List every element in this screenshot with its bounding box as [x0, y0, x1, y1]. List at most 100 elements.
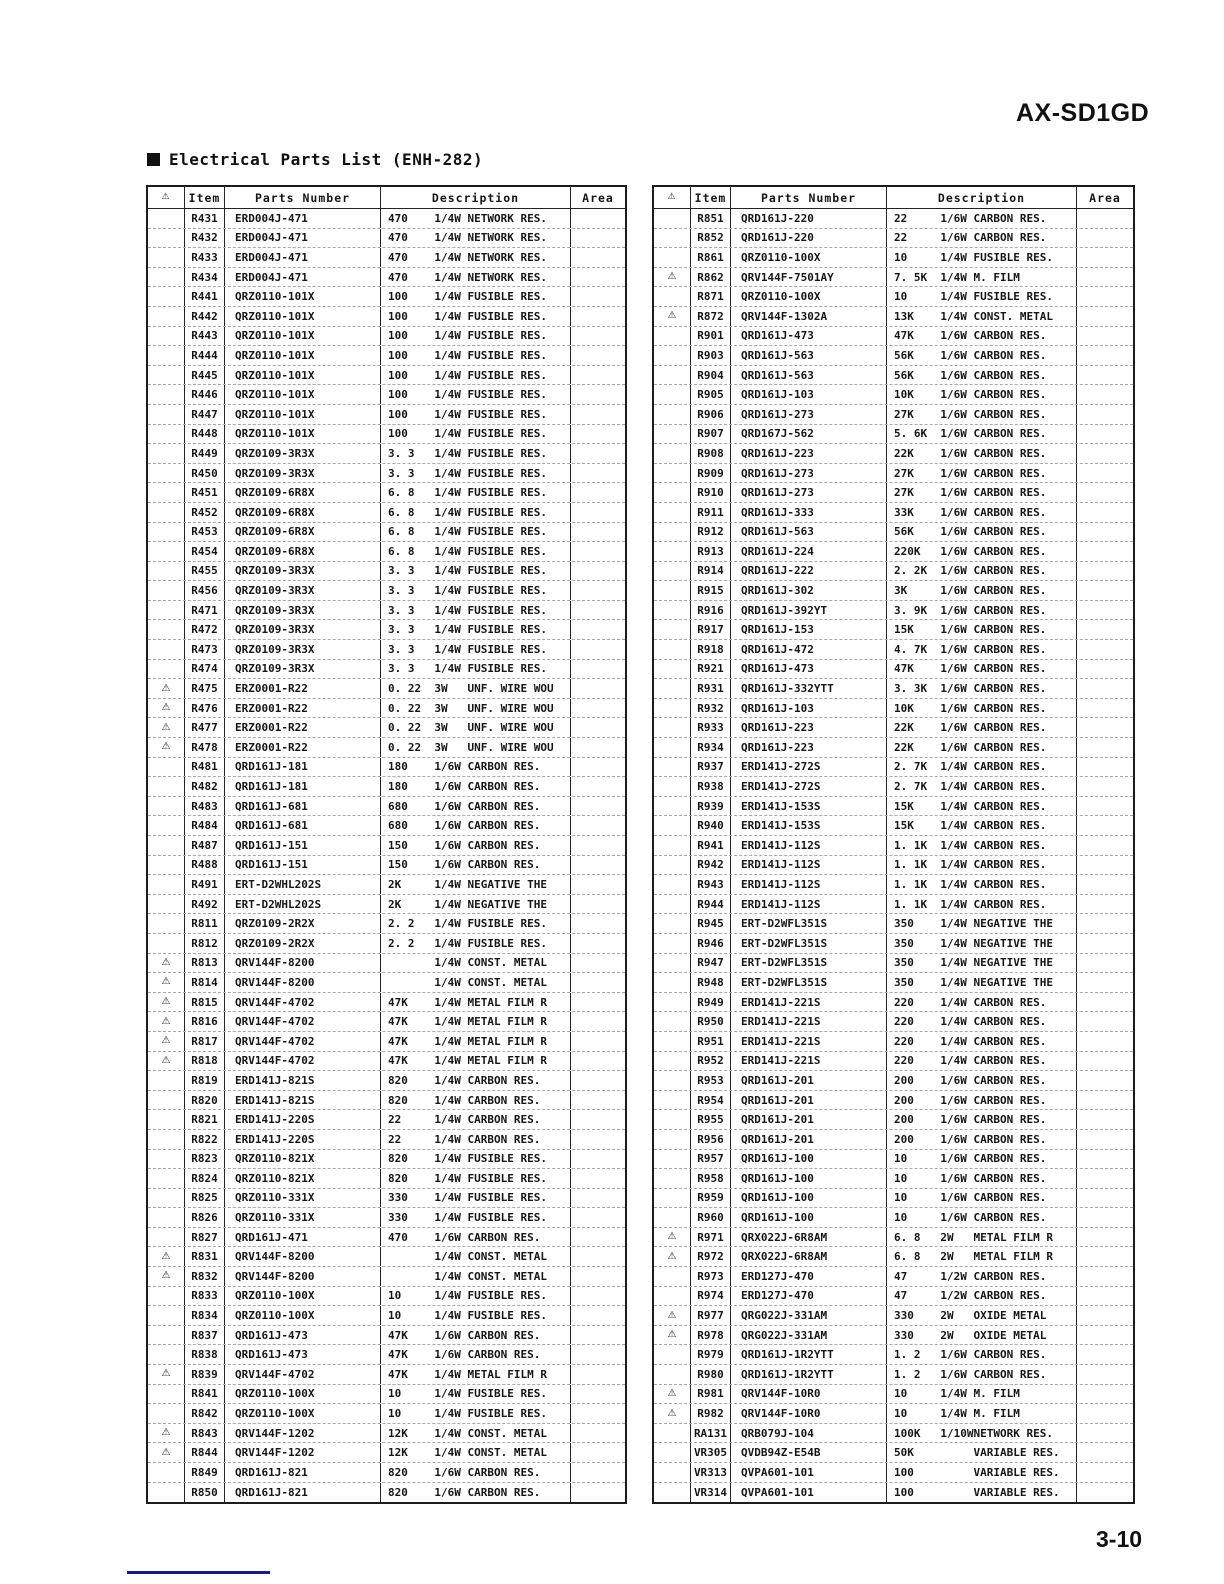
area-cell	[571, 229, 625, 248]
parts-number-header-cell: Parts Number	[225, 187, 381, 208]
item-cell: R451	[185, 483, 225, 502]
parts-number-cell: QRZ0110-100X	[225, 1384, 381, 1404]
item-cell: R941	[691, 836, 731, 855]
parts-number-cell: QRD161J-563	[731, 346, 887, 365]
area-cell	[571, 503, 625, 522]
description-cell: 3. 3 1/4W FUSIBLE RES.	[381, 463, 571, 483]
item-cell: R825	[185, 1188, 225, 1208]
parts-number-cell: QRV144F-4702	[225, 1365, 381, 1384]
description-cell: 3. 3K 1/6W CARBON RES.	[887, 679, 1077, 698]
description-cell: 180 1/6W CARBON RES.	[381, 757, 571, 777]
area-cell	[571, 601, 625, 620]
description-cell: 220K 1/6W CARBON RES.	[887, 542, 1077, 561]
warn-cell	[654, 933, 691, 953]
area-cell	[571, 1130, 625, 1149]
item-cell: R938	[691, 777, 731, 796]
table-row: R833 QRZ0110-100X 10 1/4W FUSIBLE RES.	[148, 1286, 625, 1307]
item-cell: R488	[185, 855, 225, 875]
description-cell: 820 1/6W CARBON RES.	[381, 1482, 571, 1503]
item-cell: R492	[185, 894, 225, 914]
warn-cell	[654, 757, 691, 777]
area-cell	[571, 307, 625, 326]
item-cell: R933	[691, 718, 731, 738]
description-cell: 220 1/4W CARBON RES.	[887, 1031, 1077, 1051]
warn-cell	[148, 777, 185, 796]
warn-cell	[654, 698, 691, 718]
table-row: R907 QRD167J-562 5. 6K 1/6W CARBON RES.	[654, 424, 1133, 445]
item-cell: R446	[185, 385, 225, 404]
description-cell: 22K 1/6W CARBON RES.	[887, 738, 1077, 757]
item-cell: R861	[691, 248, 731, 267]
description-cell: 350 1/4W NEGATIVE THE	[887, 914, 1077, 933]
description-cell: 100 VARIABLE RES.	[887, 1463, 1077, 1482]
table-row: ⚠ R818 QRV144F-4702 47K 1/4W METAL FILM R	[148, 1051, 625, 1072]
description-cell: 6. 8 1/4W FUSIBLE RES.	[381, 522, 571, 542]
table-header-row: ⚠ Item Parts Number Description Area	[654, 187, 1133, 209]
warn-cell	[654, 287, 691, 306]
warn-header-cell: ⚠	[148, 187, 185, 208]
parts-number-cell: QRZ0109-3R3X	[225, 463, 381, 483]
parts-number-cell: ERT-D2WHL202S	[225, 875, 381, 894]
table-row: R446 QRZ0110-101X 100 1/4W FUSIBLE RES.	[148, 385, 625, 405]
item-cell: R942	[691, 855, 731, 875]
warn-cell	[654, 1071, 691, 1090]
parts-number-cell: QRZ0110-100X	[225, 1286, 381, 1306]
table-row: R861 QRZ0110-100X 10 1/4W FUSIBLE RES.	[654, 248, 1133, 268]
item-cell: R972	[691, 1247, 731, 1267]
parts-number-cell: QRD161J-302	[731, 581, 887, 600]
area-cell	[1077, 738, 1133, 757]
area-cell	[571, 738, 625, 757]
area-cell	[1077, 1424, 1133, 1443]
area-cell	[571, 425, 625, 444]
parts-number-cell: ERD004J-471	[225, 248, 381, 267]
item-cell: R815	[185, 992, 225, 1012]
item-cell: R937	[691, 757, 731, 777]
description-cell: 0. 22 3W UNF. WIRE WOU	[381, 738, 571, 757]
description-cell: 47K 1/6W CARBON RES.	[381, 1345, 571, 1365]
item-cell: R977	[691, 1306, 731, 1325]
parts-number-cell: QRZ0110-101X	[225, 424, 381, 444]
description-cell: 820 1/4W FUSIBLE RES.	[381, 1149, 571, 1169]
parts-number-cell: QRZ0110-101X	[225, 385, 381, 404]
parts-number-cell: QRZ0109-3R3X	[225, 640, 381, 659]
warn-cell	[654, 640, 691, 659]
table-row: R455 QRZ0109-3R3X 3. 3 1/4W FUSIBLE RES.	[148, 561, 625, 582]
warn-cell	[148, 659, 185, 679]
area-cell	[571, 523, 625, 542]
description-cell: 47K 1/4W METAL FILM R	[381, 1051, 571, 1071]
table-row: R823 QRZ0110-821X 820 1/4W FUSIBLE RES.	[148, 1149, 625, 1170]
warn-cell	[654, 1051, 691, 1071]
table-row: ⚠ R832 QRV144F-8200 1/4W CONST. METAL	[148, 1267, 625, 1287]
area-cell	[1077, 699, 1133, 718]
description-cell: 10 1/4W M. FILM	[887, 1404, 1077, 1423]
description-cell: 10 1/4W FUSIBLE RES.	[381, 1306, 571, 1325]
table-row: R838 QRD161J-473 47K 1/6W CARBON RES.	[148, 1345, 625, 1366]
warning-icon: ⚠	[161, 1368, 171, 1380]
item-cell: R841	[185, 1384, 225, 1404]
item-cell: VR314	[691, 1482, 731, 1503]
warn-cell	[148, 796, 185, 816]
area-cell	[571, 856, 625, 875]
item-cell: R949	[691, 992, 731, 1012]
parts-number-cell: QRZ0109-3R3X	[225, 659, 381, 679]
description-cell: 220 1/4W CARBON RES.	[887, 1012, 1077, 1031]
item-cell: R819	[185, 1071, 225, 1090]
description-cell: 3. 3 1/4W FUSIBLE RES.	[381, 659, 571, 679]
parts-number-cell: QRZ0109-6R8X	[225, 502, 381, 522]
area-cell	[1077, 856, 1133, 875]
warn-cell	[654, 816, 691, 835]
item-cell: R443	[185, 326, 225, 346]
item-cell: R981	[691, 1384, 731, 1404]
table-row: R932 QRD161J-103 10K 1/6W CARBON RES.	[654, 698, 1133, 719]
item-cell: VR305	[691, 1443, 731, 1462]
table-row: R841 QRZ0110-100X 10 1/4W FUSIBLE RES.	[148, 1384, 625, 1405]
table-row: ⚠ R872 QRV144F-1302A 13K 1/4W CONST. METAL	[654, 306, 1133, 327]
area-cell	[571, 1091, 625, 1110]
warn-cell	[148, 326, 185, 346]
warn-cell	[148, 933, 185, 953]
description-cell: 680 1/6W CARBON RES.	[381, 816, 571, 835]
parts-number-cell: QRD161J-472	[731, 640, 887, 659]
item-cell: R907	[691, 424, 731, 444]
table-row: R850 QRD161J-821 820 1/6W CARBON RES.	[148, 1482, 625, 1503]
